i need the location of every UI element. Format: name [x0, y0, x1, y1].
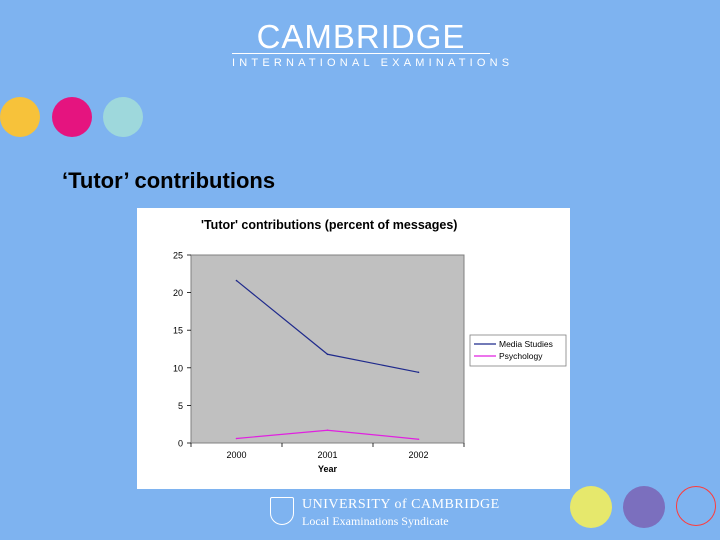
- x-tick-label: 2001: [317, 450, 337, 460]
- decor-dot-lime: [570, 486, 612, 528]
- legend-label: Psychology: [499, 351, 543, 361]
- data-point: [235, 279, 238, 282]
- y-tick-label: 15: [173, 326, 183, 336]
- decor-dot-magenta: [52, 97, 92, 137]
- footer-university-name: UNIVERSITY of CAMBRIDGE: [302, 497, 500, 512]
- line-chart: 'Tutor' contributions (percent of messag…: [173, 218, 567, 474]
- y-tick-label: 10: [173, 363, 183, 373]
- y-tick-label: 25: [173, 251, 183, 261]
- x-tick-label: 2000: [226, 450, 246, 460]
- slide-heading: ‘Tutor’ contributions: [62, 168, 276, 193]
- x-tick-label: 2002: [408, 450, 428, 460]
- decor-dot-cyan: [103, 97, 143, 137]
- chart-title: 'Tutor' contributions (percent of messag…: [201, 218, 457, 232]
- data-point: [417, 438, 420, 441]
- y-tick-label: 5: [178, 401, 183, 411]
- university-crest-icon: [270, 497, 294, 525]
- data-point: [326, 353, 329, 356]
- legend-label: Media Studies: [499, 339, 553, 349]
- decor-dot-red-ring: [676, 486, 716, 526]
- decor-dot-purple: [623, 486, 665, 528]
- logo-divider: [232, 53, 490, 54]
- y-tick-label: 0: [178, 439, 183, 449]
- data-point: [417, 371, 420, 374]
- chart-panel: 'Tutor' contributions (percent of messag…: [137, 208, 570, 489]
- logo-title: CAMBRIDGE: [256, 18, 466, 55]
- footer-logo: UNIVERSITY of CAMBRIDGE Local Examinatio…: [302, 497, 500, 529]
- logo-subtitle: INTERNATIONAL EXAMINATIONS: [232, 57, 514, 69]
- data-point: [326, 429, 329, 432]
- decor-dot-yellow: [0, 97, 40, 137]
- footer-syndicate-name: Local Examinations Syndicate: [302, 514, 449, 528]
- plot-area: [190, 254, 465, 444]
- y-tick-label: 20: [173, 288, 183, 298]
- x-axis-label: Year: [318, 464, 338, 474]
- chart-legend: [469, 334, 567, 367]
- data-point: [235, 437, 238, 440]
